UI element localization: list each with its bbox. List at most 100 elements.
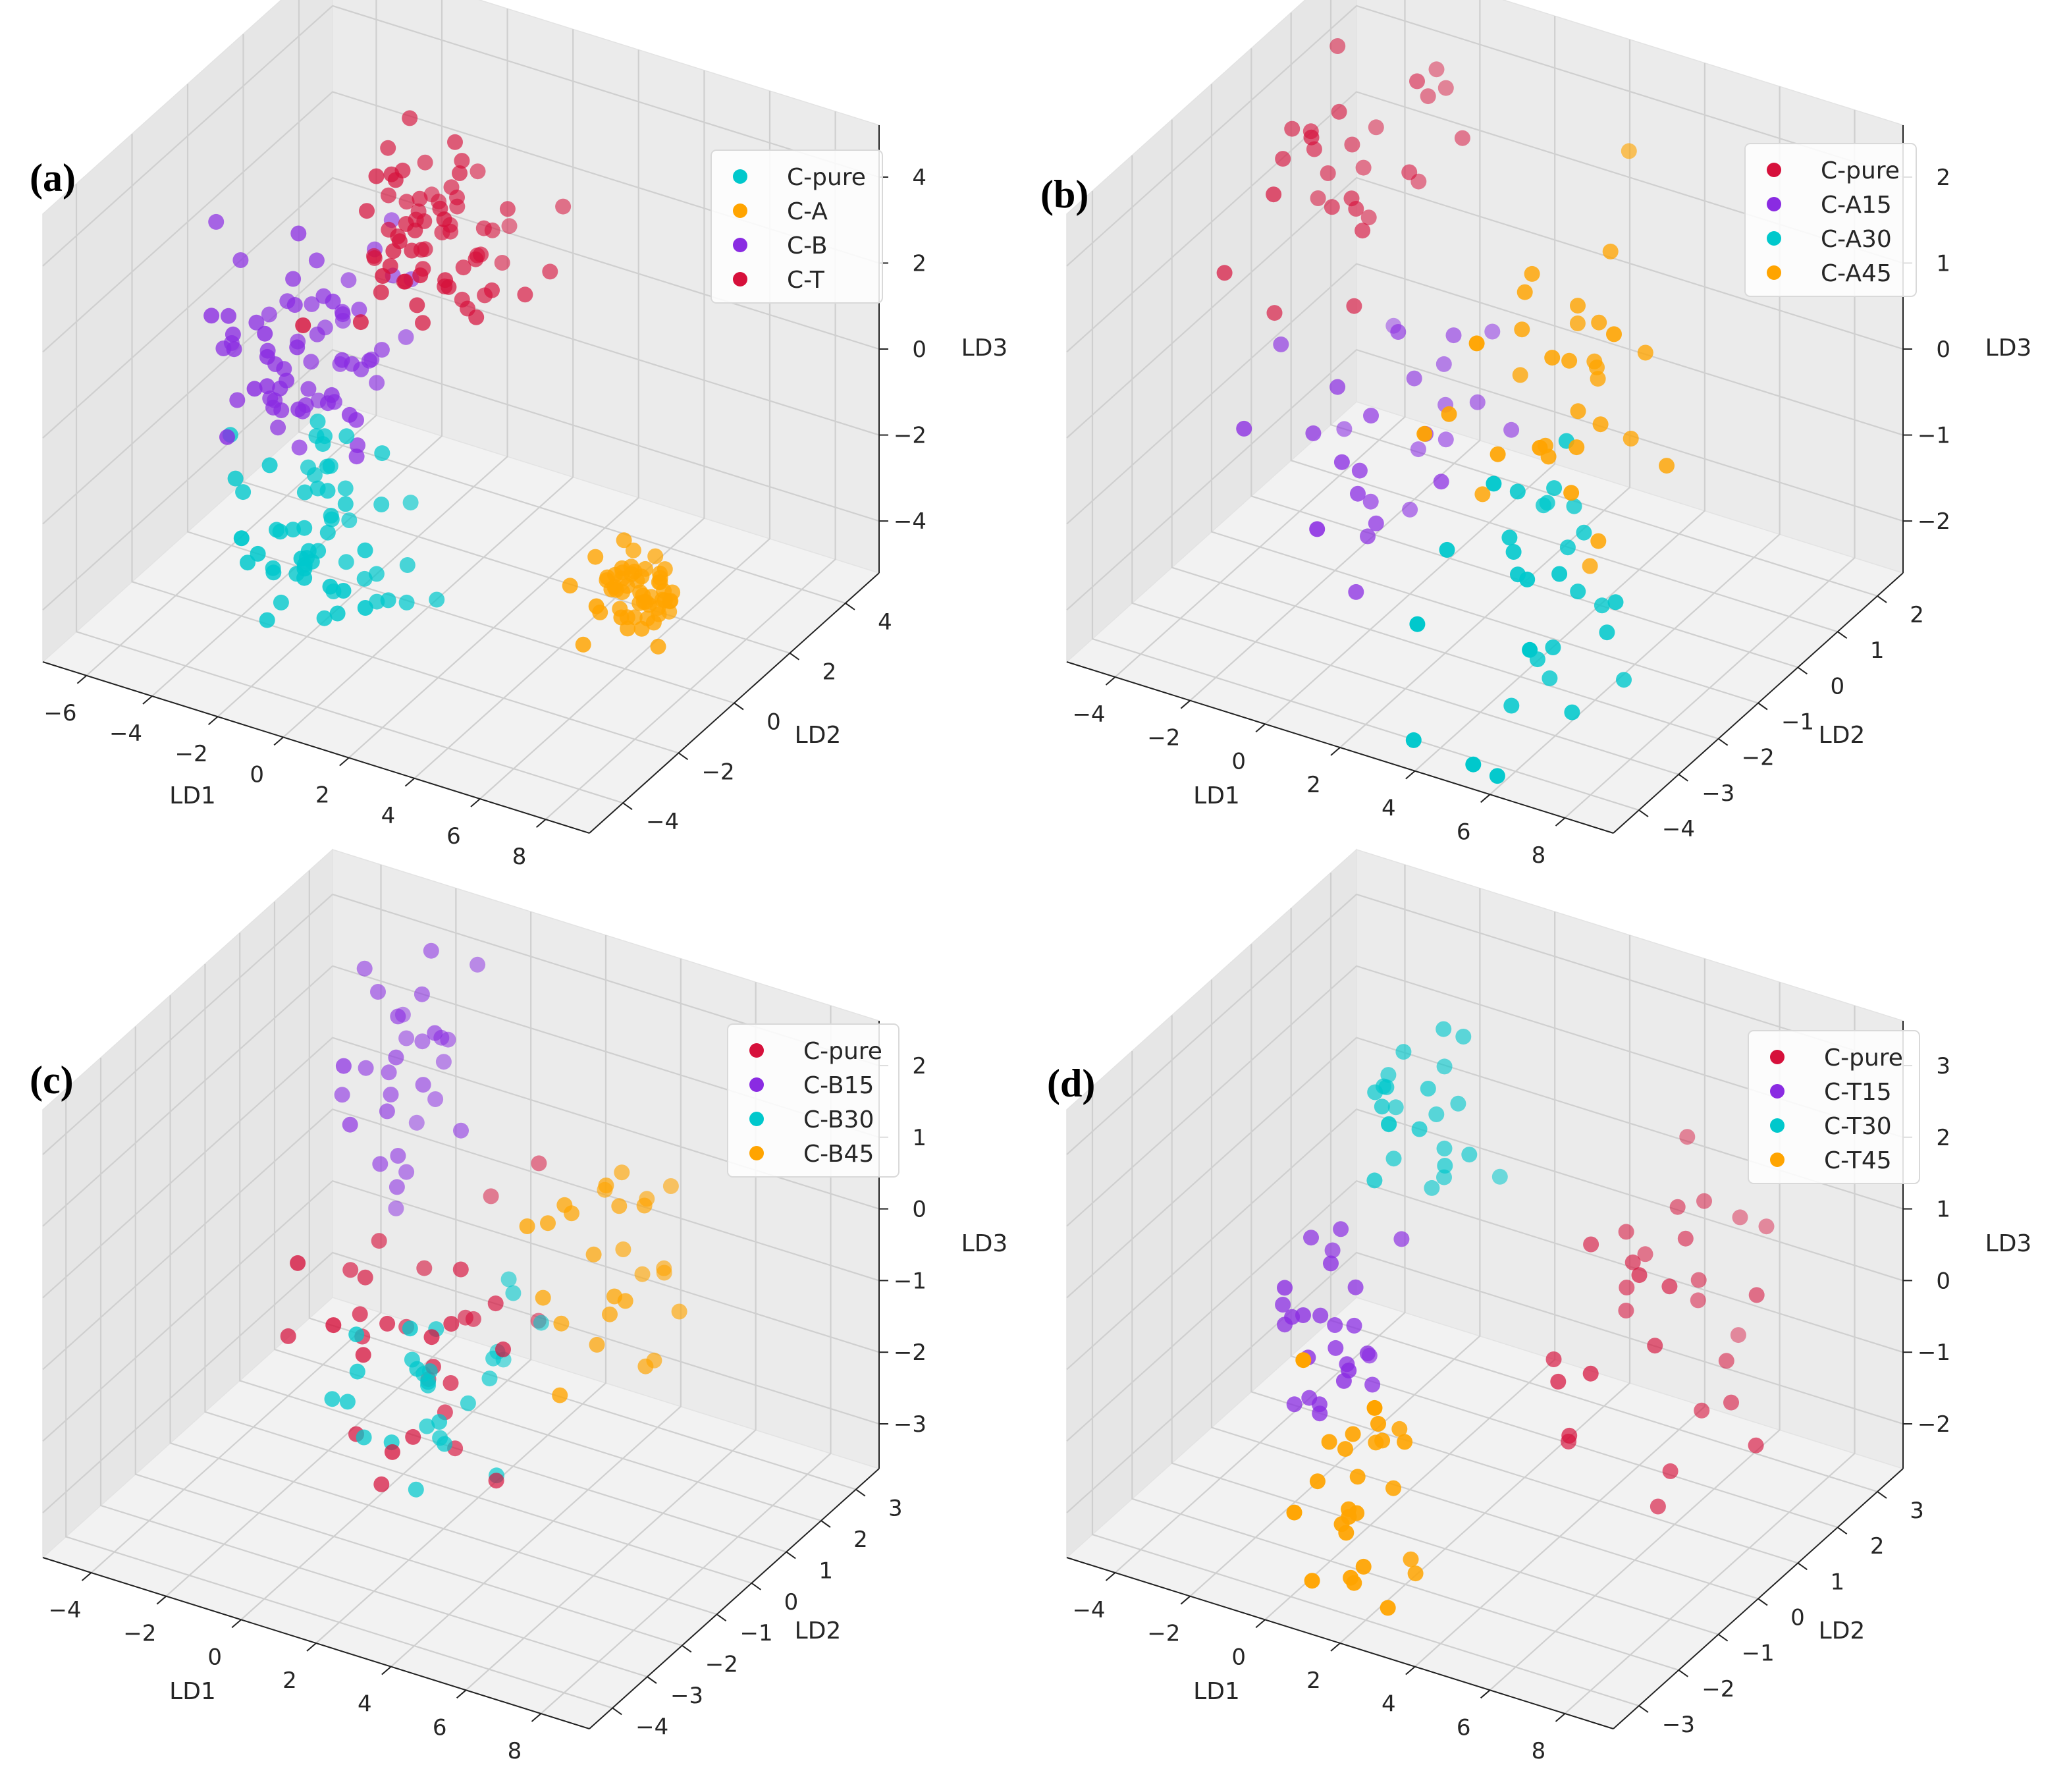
y-gridline <box>298 0 846 604</box>
data-point <box>390 1008 406 1025</box>
z-tick-label: 2 <box>912 250 926 277</box>
x-gridline <box>1339 40 1631 748</box>
z-tick-label: 0 <box>1936 337 1950 363</box>
data-point <box>429 591 445 608</box>
data-point <box>1401 164 1418 180</box>
data-point <box>1380 1600 1396 1616</box>
y-tick-mark <box>682 1644 692 1653</box>
data-point <box>452 165 468 181</box>
data-point <box>431 1414 448 1430</box>
data-point <box>494 255 510 271</box>
x-tick-mark <box>339 757 350 767</box>
y-axis-line <box>589 1468 880 1729</box>
legend-box <box>727 1023 899 1178</box>
x-tick-label: 8 <box>512 844 527 870</box>
data-point <box>1590 371 1606 387</box>
data-point <box>319 458 335 475</box>
data-point <box>614 560 630 576</box>
x-gridline <box>90 865 382 1573</box>
x-tick-label: −2 <box>175 741 208 767</box>
data-point <box>279 372 295 389</box>
legend-box <box>1744 143 1917 297</box>
data-point <box>437 1436 453 1452</box>
data-point <box>1328 1340 1344 1356</box>
data-point <box>398 1030 415 1046</box>
data-point <box>1539 495 1555 511</box>
x-tick-label: −2 <box>1147 1621 1180 1647</box>
y-gridline <box>1210 979 1759 1600</box>
y-tick-mark <box>678 752 689 761</box>
data-point <box>1329 38 1346 54</box>
data-point <box>1336 421 1353 437</box>
data-point <box>470 163 486 180</box>
data-point <box>1524 265 1540 282</box>
z-tick-label: 3 <box>1936 1053 1950 1079</box>
data-point <box>273 594 289 611</box>
data-point <box>1661 1278 1678 1295</box>
legend-entry: C-A45 <box>1821 260 1892 287</box>
data-point <box>1748 1437 1764 1453</box>
data-point <box>420 1374 437 1390</box>
legend-entry: C-A <box>787 198 828 225</box>
data-point <box>1378 1079 1395 1095</box>
data-point <box>1310 190 1326 206</box>
legend-marker <box>1767 231 1781 246</box>
data-point <box>1445 327 1462 344</box>
data-point <box>1550 1373 1567 1390</box>
data-point <box>265 399 281 416</box>
data-point <box>470 956 486 973</box>
side-pane <box>42 848 333 1559</box>
data-point <box>227 470 244 487</box>
data-point <box>390 1148 406 1164</box>
data-point <box>484 282 500 298</box>
chart-panel-2: −4−202468−4−3−2−1012−2−1012LD1LD2LD3(b)C… <box>1040 0 2031 869</box>
data-point <box>1350 485 1366 502</box>
y-gridline <box>186 84 735 704</box>
y-gridline <box>1171 119 1719 740</box>
data-point <box>1405 732 1422 748</box>
data-point <box>1338 1525 1355 1541</box>
legend-entry: C-A30 <box>1821 226 1892 253</box>
data-point <box>1349 1469 1366 1485</box>
x-tick-label: 0 <box>207 1644 222 1670</box>
legend-marker <box>733 272 747 286</box>
x-axis-line <box>42 661 590 834</box>
x-tick-label: 4 <box>1382 796 1396 822</box>
legend-marker <box>1770 1118 1785 1133</box>
data-point <box>373 1476 390 1492</box>
data-point <box>625 542 641 558</box>
data-point <box>1732 1209 1748 1226</box>
y-gridline <box>1091 1087 1640 1707</box>
legend-entry: C-pure <box>787 164 866 191</box>
x-tick-mark <box>231 1619 242 1629</box>
data-point <box>1284 121 1301 137</box>
data-point <box>1546 480 1563 497</box>
data-point <box>656 1264 672 1281</box>
data-point <box>1509 483 1526 500</box>
data-point <box>449 189 465 205</box>
data-point <box>1347 1279 1364 1295</box>
data-point <box>1324 1242 1341 1259</box>
y-tick-mark <box>1797 1562 1808 1571</box>
data-point <box>300 381 317 397</box>
z-tick-label: 1 <box>1936 250 1950 277</box>
legend-box <box>1748 1030 1920 1184</box>
data-point <box>338 554 354 570</box>
data-point <box>552 1387 568 1403</box>
x-gridline <box>315 935 607 1644</box>
legend-marker <box>733 169 747 184</box>
y-tick-mark <box>845 603 855 611</box>
data-point <box>208 213 225 230</box>
x-tick-mark <box>1180 1595 1191 1605</box>
data-point <box>641 597 657 613</box>
data-point <box>261 457 278 474</box>
data-point <box>398 594 415 611</box>
data-point <box>296 560 313 577</box>
data-point <box>414 1033 431 1050</box>
data-point <box>555 198 572 215</box>
data-point <box>290 401 307 418</box>
data-point <box>436 211 452 227</box>
chart-panel-3: −4−202468−4−3−2−10123−3−2−1012LD1LD2LD3(… <box>30 848 1007 1764</box>
data-point <box>356 570 373 587</box>
data-point <box>1503 697 1520 714</box>
